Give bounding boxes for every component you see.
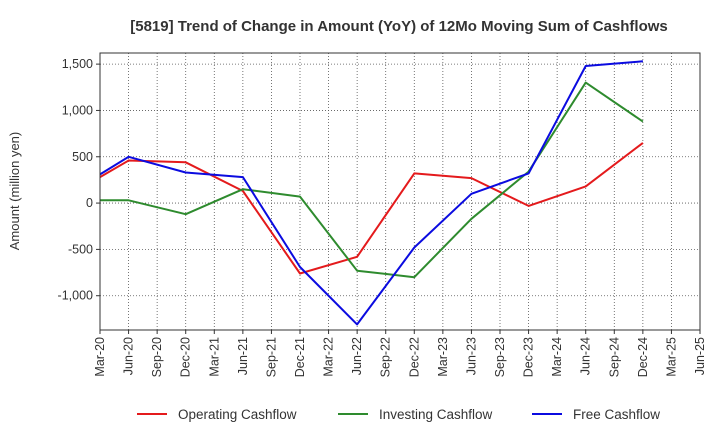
x-tick-label: Mar-20 [93,337,107,377]
x-tick-label: Mar-21 [207,337,221,377]
legend-label: Free Cashflow [573,407,660,422]
y-tick-label: 1,500 [62,57,93,71]
x-tick-label: Jun-21 [236,337,250,375]
x-tick-label: Sep-20 [150,337,164,377]
y-axis-label: Amount (million yen) [7,132,22,251]
y-tick-label: 500 [72,150,93,164]
plot-area-frame [99,52,701,331]
x-tick-label: Mar-24 [550,337,564,377]
x-tick-label: Jun-25 [693,337,707,375]
x-tick-label: Dec-23 [522,337,536,377]
x-tick-label: Mar-22 [322,337,336,377]
legend-label: Investing Cashflow [379,407,493,422]
x-tick-label: Dec-24 [636,337,650,377]
y-axis-ticks: -1,000 -500 0 500 1,000 1,500 [58,57,100,303]
y-tick-label: 1,000 [62,103,93,117]
x-tick-label: Sep-24 [607,337,621,377]
x-tick-label: Jun-22 [350,337,364,375]
legend: Operating Cashflow Investing Cashflow Free… [137,407,660,422]
y-tick-label: 0 [86,196,93,210]
y-tick-label: -1,000 [58,289,93,303]
series-line [100,81,644,279]
x-tick-label: Mar-23 [436,337,450,377]
x-tick-label: Jun-24 [579,337,593,375]
series-line [99,60,643,326]
x-tick-label: Jun-23 [464,337,478,375]
x-tick-label: Sep-21 [264,337,278,377]
x-tick-label: Jun-20 [122,337,136,375]
legend-label: Operating Cashflow [178,407,297,422]
chart-title: [5819] Trend of Change in Amount (YoY) o… [130,18,668,35]
x-tick-label: Mar-25 [664,337,678,377]
x-tick-label: Sep-22 [379,337,393,377]
series-lines [99,60,644,326]
x-tick-label: Sep-23 [493,337,507,377]
x-tick-label: Dec-21 [293,337,307,377]
y-tick-label: -500 [68,242,93,256]
x-tick-label: Dec-22 [407,337,421,377]
grid [100,53,700,330]
x-tick-label: Dec-20 [179,337,193,377]
x-axis-ticks: Mar-20 Jun-20 Sep-20 Dec-20 Mar-21 Jun-21 Sep-… [93,330,707,377]
series-line [99,142,644,275]
